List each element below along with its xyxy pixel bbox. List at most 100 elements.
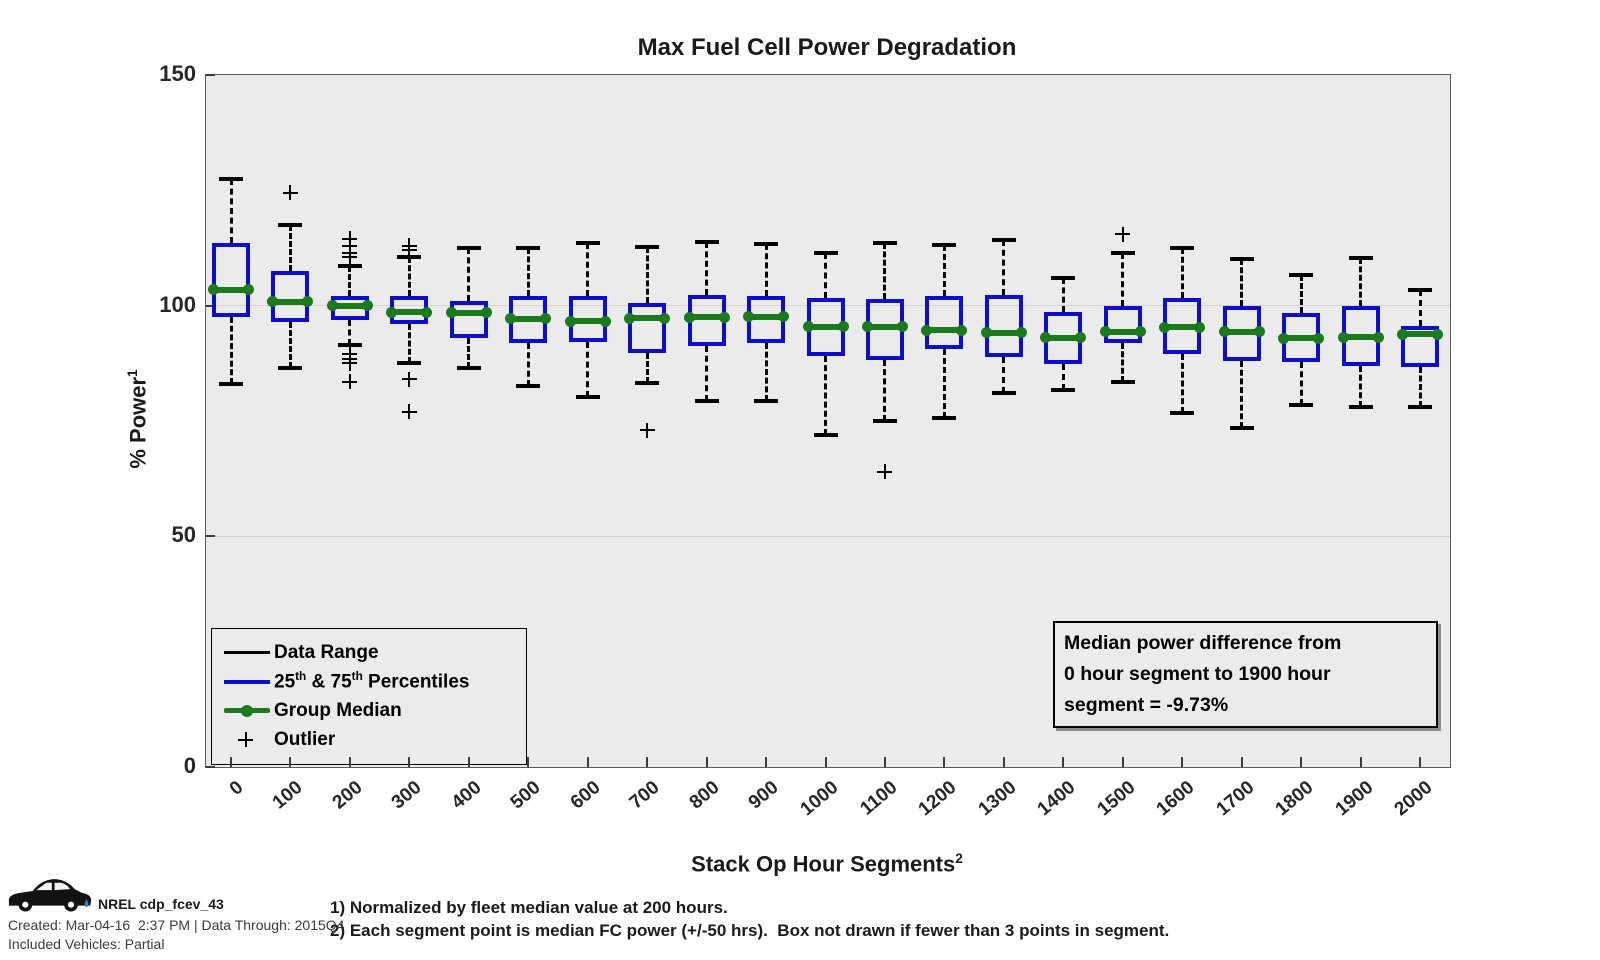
- y-tick-mark: [206, 766, 215, 768]
- median-dot-left: [564, 315, 576, 327]
- median-line: [865, 323, 904, 330]
- median-line: [1341, 334, 1380, 341]
- iqr-box: [984, 295, 1023, 358]
- legend-label: Outlier: [274, 728, 336, 750]
- whisker-cap-top: [1348, 255, 1373, 260]
- whisker-lower: [764, 343, 768, 401]
- whisker-lower: [705, 345, 709, 401]
- median-dot-right: [1253, 326, 1265, 338]
- median-dot-right: [659, 312, 671, 324]
- whisker-upper: [229, 178, 233, 244]
- whisker-lower: [1240, 360, 1244, 428]
- whisker-lower: [348, 319, 352, 345]
- median-dot-right: [778, 311, 790, 323]
- whisker-upper: [1121, 253, 1125, 307]
- x-tick-mark: [586, 757, 589, 767]
- whisker-cap-top: [635, 245, 660, 250]
- whisker-cap-bottom: [635, 381, 660, 386]
- median-dot-left: [1159, 321, 1171, 333]
- whisker-cap-bottom: [1170, 410, 1195, 415]
- median-dot-right: [540, 313, 552, 325]
- whisker-cap-top: [1110, 251, 1135, 256]
- x-tick-mark: [289, 757, 292, 767]
- whisker-cap-top: [872, 240, 897, 245]
- median-line: [747, 313, 786, 320]
- whisker-upper: [1299, 275, 1303, 313]
- y-tick-mark: [206, 74, 215, 76]
- outlier-marker: [401, 404, 417, 420]
- whisker-cap-top: [694, 240, 719, 244]
- iqr-box: [925, 295, 964, 350]
- whisker-cap-top: [813, 250, 838, 255]
- whisker-lower: [407, 324, 411, 364]
- median-dot-right: [302, 296, 314, 308]
- whisker-cap-bottom: [754, 398, 779, 403]
- whisker-cap-bottom: [1051, 387, 1076, 392]
- x-tick-mark: [646, 757, 649, 767]
- nrel-car-logo-icon: [8, 879, 92, 912]
- median-dot-left: [1218, 326, 1230, 338]
- x-tick-mark: [1240, 757, 1243, 767]
- whisker-cap-bottom: [1348, 405, 1373, 410]
- median-dot-left: [1099, 326, 1111, 337]
- whisker-upper: [1240, 259, 1244, 306]
- iqr-box: [212, 243, 250, 318]
- x-tick-mark: [824, 757, 827, 767]
- x-tick-mark: [1121, 757, 1124, 767]
- whisker-cap-top: [991, 237, 1016, 242]
- median-dot-left: [326, 300, 338, 312]
- outlier-marker: [342, 374, 358, 390]
- chart-title: Max Fuel Cell Power Degradation: [637, 34, 1017, 61]
- y-tick-label: 0: [183, 753, 196, 778]
- annotation-line: 0 hour segment to 1900 hour: [1064, 663, 1331, 685]
- whisker-cap-top: [219, 176, 243, 181]
- whisker-cap-bottom: [1229, 425, 1254, 430]
- median-dot-left: [743, 311, 755, 323]
- legend-item-outlier: Outlier: [224, 725, 526, 754]
- whisker-cap-bottom: [219, 382, 243, 387]
- x-tick-mark: [408, 757, 411, 767]
- x-tick-mark: [1181, 757, 1184, 767]
- whisker-cap-bottom: [872, 419, 897, 423]
- y-axis-label: % Power1: [125, 289, 155, 549]
- median-line: [628, 315, 667, 322]
- iqr-box: [271, 271, 310, 322]
- median-dot-left: [624, 312, 636, 324]
- median-line: [330, 302, 369, 309]
- median-dot-right: [896, 321, 908, 333]
- whisker-upper: [348, 266, 352, 297]
- median-dot-right: [243, 284, 254, 296]
- median-dot-left: [1040, 332, 1052, 344]
- median-dot-right: [837, 321, 849, 333]
- whisker-cap-top: [932, 242, 957, 247]
- whisker-cap-bottom: [456, 365, 481, 370]
- median-dot-left: [980, 327, 992, 339]
- median-line: [1163, 324, 1202, 331]
- whisker-upper: [1002, 239, 1006, 296]
- whisker-upper: [645, 247, 649, 303]
- median-line: [806, 323, 845, 330]
- whisker-cap-bottom: [813, 432, 838, 437]
- whisker-lower: [229, 317, 233, 385]
- median-dot-right: [1134, 326, 1146, 337]
- whisker-cap-bottom: [932, 415, 957, 420]
- whisker-cap-bottom: [1289, 402, 1314, 407]
- x-tick-mark: [1359, 757, 1362, 767]
- whisker-lower: [288, 321, 292, 368]
- median-dot-right: [421, 306, 433, 318]
- whisker-cap-bottom: [278, 365, 303, 370]
- whisker-lower: [1418, 367, 1422, 407]
- plot-area: Data Range 25th & 75th Percentiles Group…: [159, 61, 1451, 820]
- median-dot-left: [861, 321, 873, 333]
- whisker-cap-top: [754, 241, 779, 246]
- footnote-1: 1) Normalized by fleet median value at 2…: [330, 898, 728, 917]
- whisker-upper: [526, 248, 530, 296]
- median-dot-left: [1397, 328, 1408, 340]
- outlier-plus-icon: [224, 732, 272, 747]
- whisker-cap-top: [456, 246, 481, 251]
- nrel-cdp-label: NREL cdp_fcev_43: [98, 896, 224, 912]
- median-dot-left: [921, 324, 933, 336]
- footnote-2: 2) Each segment point is median FC power…: [330, 921, 1170, 940]
- legend-item-data-range: Data Range: [224, 638, 526, 667]
- median-dot-left: [1278, 332, 1290, 344]
